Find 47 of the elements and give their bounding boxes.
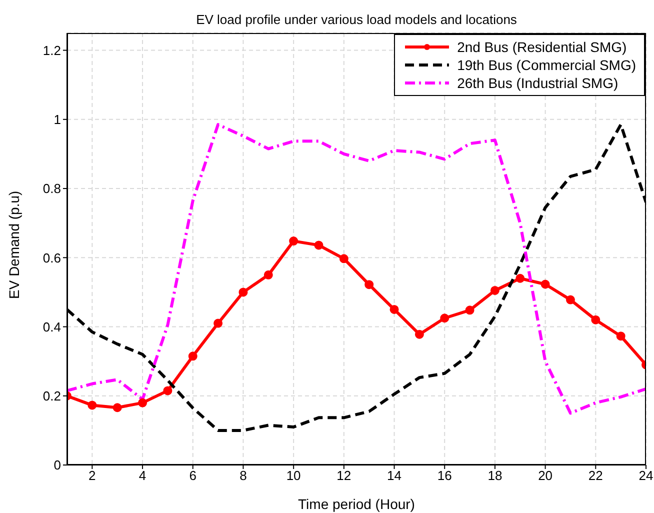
x-tick-label: 18 bbox=[488, 468, 502, 484]
y-tick-label: 1 bbox=[54, 112, 61, 128]
point bbox=[214, 318, 223, 328]
point bbox=[616, 332, 626, 341]
point bbox=[264, 270, 273, 280]
y-axis-title: EV Demand (p.u) bbox=[6, 190, 22, 299]
point bbox=[591, 315, 600, 324]
y-tick-label: 1.2 bbox=[42, 42, 61, 58]
point bbox=[238, 288, 248, 297]
point bbox=[188, 352, 198, 361]
point bbox=[440, 314, 450, 323]
x-tick-label: 6 bbox=[189, 468, 196, 484]
x-tick-label: 12 bbox=[336, 468, 352, 484]
x-tick-label: 10 bbox=[286, 468, 301, 484]
x-tick-label: 22 bbox=[588, 468, 603, 484]
point bbox=[414, 330, 424, 339]
x-tick-label: 24 bbox=[638, 468, 654, 484]
point bbox=[88, 400, 97, 410]
x-tick-label: 20 bbox=[538, 468, 553, 484]
y-tick-label: 0 bbox=[54, 458, 61, 473]
x-tick-label: 2 bbox=[88, 468, 96, 484]
point bbox=[112, 403, 122, 412]
point bbox=[339, 254, 348, 264]
y-tick-label: 0.2 bbox=[42, 388, 61, 404]
y-tick-label: 0.4 bbox=[42, 319, 61, 334]
point bbox=[364, 280, 374, 290]
point bbox=[390, 304, 399, 314]
x-axis-title: Time period (Hour) bbox=[298, 496, 415, 512]
point bbox=[289, 236, 298, 246]
point bbox=[138, 398, 148, 408]
y-tick-label: 0.8 bbox=[42, 181, 61, 196]
x-tick-label: 8 bbox=[240, 468, 247, 484]
point bbox=[490, 286, 500, 295]
legend-label: 26th Bus (Industrial SMG) bbox=[457, 74, 618, 92]
point bbox=[540, 280, 550, 289]
x-tick-label: 4 bbox=[138, 468, 146, 484]
point bbox=[314, 240, 324, 250]
point bbox=[163, 386, 172, 396]
point bbox=[465, 306, 474, 315]
chart-title: EV load profile under various load models and locations bbox=[195, 12, 518, 27]
legend-label: 2nd Bus (Residential SMG) bbox=[457, 38, 627, 56]
x-tick-label: 16 bbox=[437, 468, 452, 484]
y-tick-label: 0.6 bbox=[42, 250, 61, 266]
point bbox=[566, 295, 575, 304]
x-tick-label: 14 bbox=[387, 468, 402, 484]
legend-label: 19th Bus (Commercial SMG) bbox=[457, 56, 636, 74]
point bbox=[516, 274, 525, 283]
